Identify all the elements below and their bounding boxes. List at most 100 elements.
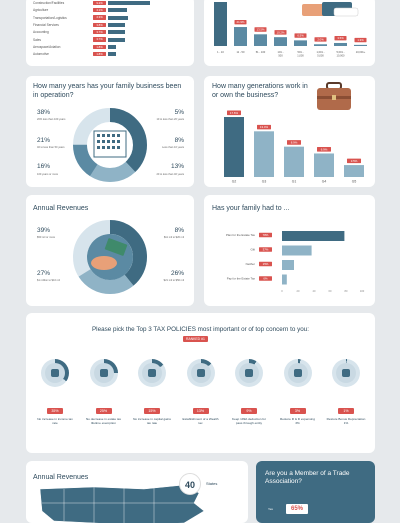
tax-had-chart: Plan for the Estate Tax 78% Gift 37% Neither… (226, 231, 365, 293)
employees-data-label: 13.5% (257, 27, 265, 31)
tax-had-tick: 40 (313, 289, 316, 293)
policy-pct: 3% (289, 408, 306, 414)
years-cap-1: 20% less than 100 years (37, 118, 66, 121)
policy-label: Restore R & D expensing 3% (280, 417, 315, 425)
industry-label: Agriculture (33, 8, 49, 13)
industry-label: Aerospace/Aviation (33, 44, 61, 49)
revenues-card: Annual Revenues 39% $50 mil or more 27% … (26, 195, 194, 306)
policy-label: Keep 199A deduction for pass through ent… (232, 417, 266, 425)
trade-title: Are you a Member of a Trade Association? (265, 470, 350, 485)
policy-glyph (196, 369, 205, 377)
industry-pct: 3.8% (93, 22, 106, 28)
employees-bar (234, 27, 247, 46)
employees-bar (274, 37, 287, 46)
tax-had-pct: 78% (263, 233, 269, 237)
policy-pct: 35% (47, 408, 63, 414)
employees-bar (254, 34, 267, 46)
industry-pct: 9.2% (93, 0, 106, 6)
tax-had-pct: 6% (263, 277, 268, 281)
years-pct-3: 16% (37, 163, 51, 170)
industry-bar (108, 44, 117, 49)
years-cap-6: 20 to less than 40 years (156, 173, 184, 176)
policy-label: Restore Bonus Depreciation 1% (326, 417, 366, 425)
employees-bar (314, 44, 327, 46)
employees-card: 1 - 10 21.9% 11 - 50 13.5% 51 - 100 10.2% 101 … (204, 0, 375, 66)
employees-data-label-bg (314, 37, 327, 42)
years-pct-1: 38% (37, 109, 51, 116)
generations-data-label: 17.6% (230, 111, 239, 115)
tax-had-pct-bg (259, 276, 272, 281)
rev-pct-1: 39% (37, 227, 51, 234)
rev-pct-3: 8% (174, 227, 184, 234)
tax-had-bar (282, 231, 345, 241)
generations-data-label: 6.9% (321, 147, 328, 151)
employees-chart: 1 - 10 21.9% 11 - 50 13.5% 51 - 100 10.2% 101 … (214, 2, 367, 57)
states-card: Annual Revenues 40 States (26, 461, 248, 523)
tax-had-pct: 37% (263, 248, 269, 252)
rev-pct-4: 26% (170, 270, 184, 277)
employees-data-label-bg (234, 20, 247, 25)
policy-label: No decrease in estate tax lifetime exemp… (85, 417, 122, 425)
industry-label: Financial Services (33, 22, 59, 27)
employees-tick-label: 51 - 100 (256, 50, 266, 54)
industry-label: Transportation/Logistics (33, 15, 67, 20)
years-cap-2: 40 to less than 50 years (37, 146, 65, 149)
policy-label: Establishment of a Wealth tax (182, 417, 219, 425)
tax-had-tick: 20 (297, 289, 300, 293)
generations-bar (224, 117, 244, 177)
policy-pct: 1% (338, 408, 354, 414)
generations-bar (254, 131, 274, 177)
industry-pct: 1.8% (93, 44, 106, 49)
generations-bar (314, 153, 334, 177)
tax-had-pct-bg (259, 261, 272, 267)
industry-bar (108, 30, 126, 35)
rev-pct-2: 27% (37, 270, 51, 277)
policy-pct: 25% (95, 408, 112, 414)
trade-card: Are you a Member of a Trade Association?… (256, 461, 375, 523)
industry-bar (108, 8, 127, 13)
policy-label: No increase in capital gains tax rate (133, 417, 171, 425)
generations-bar (284, 146, 304, 177)
rev-cap-2: $1 million to $10 mil (37, 279, 60, 282)
employees-bar (334, 42, 347, 46)
employees-data-label: 6.5% (297, 33, 304, 37)
generations-title: How many generations work in or own the … (212, 83, 308, 99)
generations-data-label: 13.4% (260, 125, 269, 129)
policy-glyph (293, 369, 302, 377)
employees-tick-label: 501 - (298, 50, 304, 54)
industry-pct: 3.7% (93, 30, 106, 35)
generations-data-label-bg (257, 124, 271, 130)
states-unit: States (206, 481, 218, 486)
tax-had-label: Gift (251, 247, 256, 251)
employees-tick-label: 1,000 (297, 53, 304, 57)
employees-bar (354, 44, 367, 46)
generations-bar (344, 165, 364, 177)
trade-yes-pct: 65% (286, 504, 308, 514)
employees-tick-label: 500 (278, 53, 283, 57)
employees-tick-label: 101 - (278, 50, 284, 54)
generations-tick-label: G5 (352, 180, 357, 184)
industry-card: Construction/Facilities 9.2% Agriculture 4.… (26, 0, 194, 66)
employees-data-label: 21.9% (237, 20, 245, 24)
tax-had-label: Neither (246, 262, 255, 266)
tax-had-card: Has your family had to ... Plan for the … (204, 195, 375, 306)
employees-tick-label: 5,000 (317, 53, 324, 57)
industry-label: Accounting (33, 30, 49, 35)
industry-bar (108, 52, 117, 57)
employees-data-label: 1.3% (357, 38, 364, 42)
hands-illustration (302, 2, 359, 17)
tax-had-pct: 15% (263, 262, 269, 266)
years-pct-4: 5% (174, 109, 184, 116)
policy-glyph (148, 369, 156, 377)
tax-had-bar (282, 245, 312, 256)
industry-pct: 1.8% (93, 51, 106, 57)
employees-data-label-bg (274, 30, 287, 35)
tax-had-label: Pay for the Estate Tax (227, 276, 256, 280)
rev-cap-4: $21 mil to $50 mil (163, 279, 184, 282)
years-pct-6: 13% (170, 163, 184, 170)
years-donut (73, 108, 147, 182)
industry-bar (108, 1, 151, 5)
employees-data-label: 3.5% (337, 36, 344, 40)
employees-tick-label: 5,001 - (336, 50, 344, 54)
generations-tick-label: G2 (232, 180, 237, 184)
